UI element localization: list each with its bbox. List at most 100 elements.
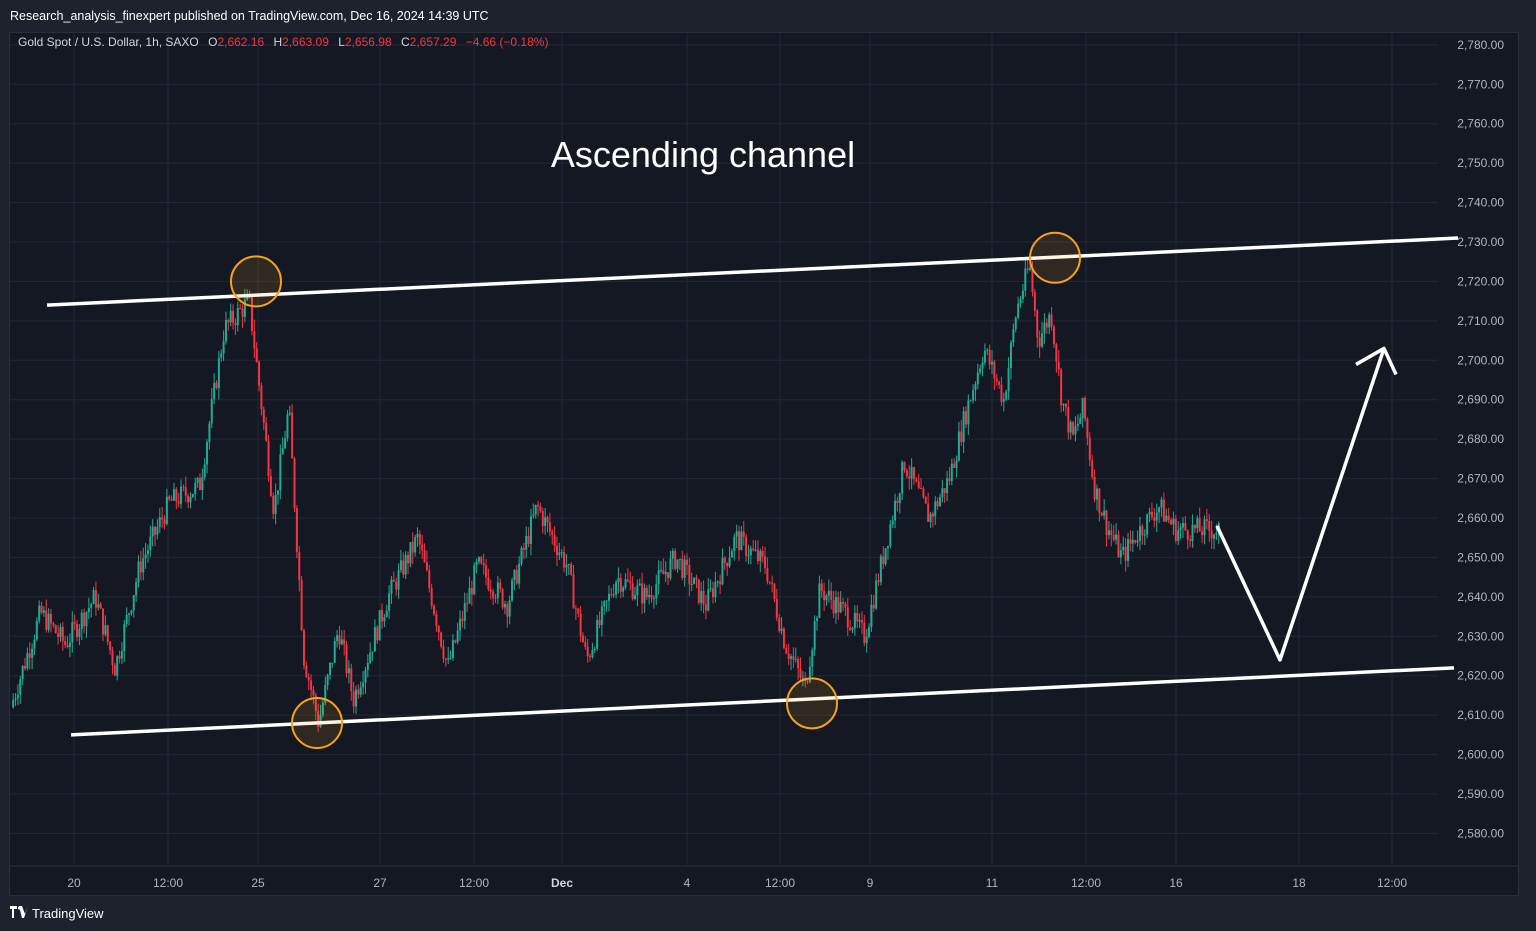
candle-body: [265, 422, 268, 441]
candle-body: [946, 478, 949, 494]
candle-body: [423, 550, 426, 563]
candle-body: [482, 563, 485, 566]
candle-body: [1143, 534, 1146, 536]
candle-body: [57, 633, 60, 637]
candle-body: [1124, 546, 1127, 561]
candle-body: [865, 637, 868, 644]
candle-body: [496, 582, 499, 599]
candle-body: [338, 635, 341, 645]
candle-body: [563, 552, 566, 568]
candle-body: [146, 550, 149, 555]
candle-body: [151, 526, 154, 537]
candle-body: [1017, 303, 1020, 318]
candle-body: [974, 384, 977, 391]
candle-body: [993, 361, 996, 379]
candle-body: [139, 561, 142, 573]
candle-body: [671, 550, 674, 559]
candle-body: [407, 555, 410, 564]
price-tick-label: 2,620.00: [1457, 669, 1504, 683]
candle-body: [45, 610, 48, 630]
candle-body: [560, 552, 563, 554]
candle-body: [1012, 329, 1015, 343]
candle-body: [64, 640, 67, 646]
candle-body: [908, 476, 911, 479]
candle-body: [1072, 422, 1075, 435]
time-tick-label: 12:00: [1071, 876, 1101, 890]
candle-body: [210, 399, 213, 424]
candle-body: [161, 517, 164, 520]
time-tick-label: 27: [373, 876, 387, 890]
candle-body: [948, 478, 951, 481]
candle-body: [801, 677, 804, 679]
candle-body: [1215, 532, 1218, 535]
candle-body: [756, 549, 759, 562]
candle-body: [352, 691, 355, 707]
candle-body: [1100, 512, 1103, 516]
candle-body: [898, 493, 901, 503]
candle-body: [331, 662, 334, 664]
price-chart[interactable]: 2,780.00 2,770.00 2,760.00 2,750.00 2,740.00…: [10, 33, 1518, 895]
candle-body: [215, 382, 218, 389]
candle-body: [761, 550, 764, 557]
candle-body: [428, 570, 431, 589]
candle-body: [901, 462, 904, 494]
candle-body: [600, 606, 603, 626]
candle-body: [369, 652, 372, 663]
price-tick-label: 2,640.00: [1457, 590, 1504, 604]
price-tick-label: 2,650.00: [1457, 550, 1504, 564]
candle-body: [631, 583, 634, 599]
candle-body: [163, 519, 166, 524]
candle-body: [645, 587, 648, 598]
candle-body: [662, 570, 665, 575]
candle-body: [520, 547, 523, 564]
time-tick-label: 12:00: [153, 876, 183, 890]
candle-body: [468, 588, 471, 604]
candle-body: [1009, 342, 1012, 368]
candle-body: [189, 497, 192, 503]
candle-body: [960, 431, 963, 443]
candle-body: [690, 583, 693, 585]
candle-body: [553, 534, 556, 546]
candle-body: [541, 511, 544, 526]
candle-body: [1179, 527, 1182, 531]
candle-body: [1181, 522, 1184, 528]
candle-body: [818, 583, 821, 619]
candle-body: [912, 467, 915, 480]
candle-body: [1088, 437, 1091, 461]
candle-body: [1134, 539, 1137, 543]
candle-body: [1107, 530, 1110, 536]
candle-body: [581, 635, 584, 643]
channel-upper-line: [46, 236, 1459, 307]
candle-body: [782, 628, 785, 648]
chart-panel[interactable]: 2,780.00 2,770.00 2,760.00 2,750.00 2,740.00…: [9, 32, 1519, 896]
candle-body: [106, 625, 109, 642]
candle-body: [26, 653, 29, 669]
candle-body: [688, 565, 691, 585]
candle-body: [326, 674, 329, 685]
tradingview-brand[interactable]: TradingView: [10, 906, 104, 921]
candle-body: [302, 630, 305, 666]
candle-body: [596, 620, 599, 649]
candle-body: [896, 500, 899, 503]
candle-body: [797, 659, 800, 669]
candle-body: [686, 559, 689, 566]
candle-body: [397, 570, 400, 590]
candle-body: [336, 635, 339, 642]
annotation-title[interactable]: Ascending channel: [551, 134, 855, 175]
candle-body: [508, 600, 511, 617]
candle-body: [695, 577, 698, 580]
close-label: C: [400, 35, 410, 49]
candle-body: [125, 614, 128, 625]
candle-body: [511, 580, 514, 601]
candle-body: [1155, 512, 1158, 521]
candle-body: [1060, 369, 1063, 406]
candle-body: [168, 496, 171, 500]
candle-body: [794, 659, 797, 661]
candle-body: [747, 555, 750, 557]
candle-body: [1153, 517, 1156, 521]
candle-body: [499, 582, 502, 590]
candle-body: [144, 554, 147, 559]
candle-body: [1138, 526, 1141, 541]
candle-body: [109, 641, 112, 651]
touch-point-circle: [1029, 231, 1081, 284]
